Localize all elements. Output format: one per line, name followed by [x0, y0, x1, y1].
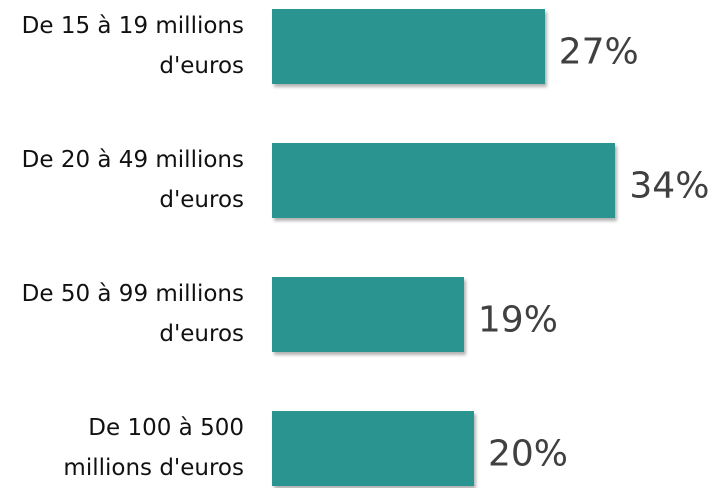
- bar: [272, 142, 616, 218]
- bar: [272, 410, 474, 486]
- value-label: 19%: [477, 299, 558, 341]
- value-label: 27%: [558, 31, 639, 73]
- bar: [272, 8, 545, 84]
- value-label: 20%: [488, 433, 569, 475]
- category-label: De 100 à 500 millions d'euros: [63, 415, 244, 481]
- category-label: De 20 à 49 millions d'euros: [21, 147, 244, 213]
- category-label: De 50 à 99 millions d'euros: [21, 281, 244, 347]
- value-label: 34%: [629, 165, 710, 207]
- bar: [272, 276, 464, 352]
- category-label: De 15 à 19 millions d'euros: [21, 13, 244, 79]
